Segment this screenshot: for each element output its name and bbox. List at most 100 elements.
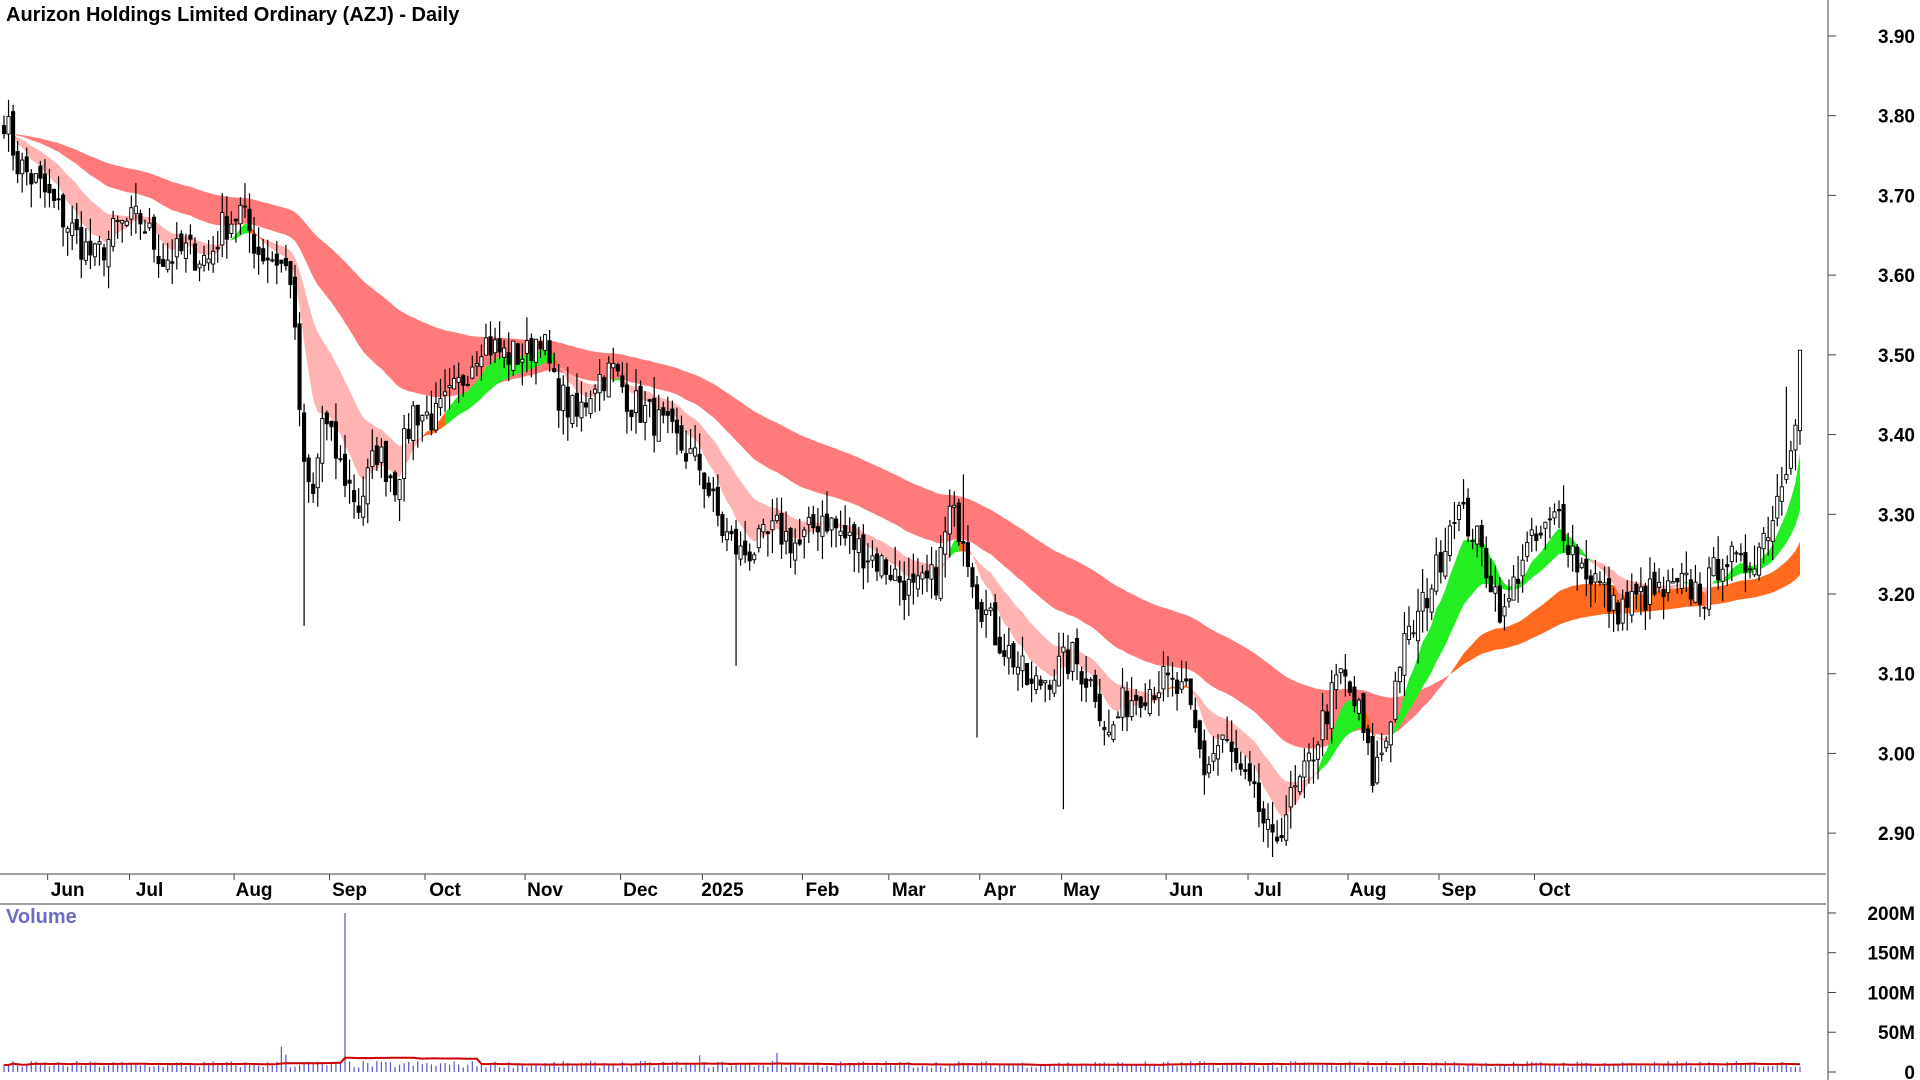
candle-body (1725, 564, 1730, 568)
candle-body (947, 505, 952, 535)
candle-body (747, 551, 752, 562)
candle-body (724, 531, 729, 541)
y-tick-label: 3.30 (1878, 505, 1915, 526)
candle-body (652, 397, 657, 436)
candle-body (70, 222, 75, 236)
candle-body (1006, 645, 1011, 659)
candle-body (429, 413, 434, 431)
candle-body (1238, 763, 1243, 770)
short-ma-band (422, 413, 445, 438)
candle-body (165, 259, 170, 270)
candle-body (1670, 581, 1675, 584)
candle-body (406, 428, 411, 440)
candle-body (934, 567, 939, 596)
candle-body (1193, 709, 1198, 729)
candle-body (1593, 573, 1598, 583)
candle-body (38, 165, 43, 179)
vol-tick-label: 150M (1867, 944, 1915, 965)
candle-body (1734, 552, 1739, 555)
candle-body (1775, 495, 1780, 519)
candle-body (74, 218, 79, 231)
candle-body (397, 479, 402, 500)
candle-body (602, 377, 607, 392)
candle-body (111, 218, 116, 247)
candle-body (1138, 696, 1143, 708)
candle-body (1625, 591, 1630, 608)
candle-body (1347, 681, 1352, 693)
candle-body (538, 341, 543, 350)
candle-body (1361, 693, 1366, 733)
candle-body (333, 421, 338, 459)
candle-body (392, 472, 398, 496)
candle-body (229, 223, 234, 235)
x-tick-label: Sep (332, 880, 367, 901)
candle-body (161, 258, 166, 267)
y-tick-label: 3.00 (1878, 744, 1915, 765)
candle-body (65, 228, 70, 233)
candle-body (15, 151, 20, 175)
candle-body (324, 412, 329, 425)
candle-body (1656, 581, 1662, 588)
candle-body (1443, 550, 1448, 577)
candle-body (101, 247, 107, 261)
candle-body (638, 385, 643, 423)
candle-body (552, 368, 557, 373)
candle-body (1488, 575, 1493, 593)
candle-body (188, 234, 193, 240)
y-tick-label: 3.10 (1878, 665, 1915, 686)
candle-body (1197, 720, 1202, 750)
candle-body (1547, 518, 1552, 521)
candle-body (1484, 548, 1489, 579)
candle-body (624, 384, 629, 412)
candle-body (51, 188, 57, 201)
candle-body (993, 602, 998, 646)
candle-body (233, 218, 238, 222)
candle-body (1702, 606, 1707, 609)
candle-body (961, 540, 966, 544)
candle-body (202, 254, 207, 266)
candle-body (956, 502, 961, 542)
candle-body (1270, 824, 1275, 833)
candle-body (88, 240, 93, 256)
candle-body (924, 570, 930, 579)
candle-body (1470, 540, 1475, 542)
candle-body (606, 362, 611, 398)
candle-body (1406, 625, 1412, 640)
x-tick-label: Jul (136, 880, 163, 901)
candle-body (388, 475, 393, 479)
candle-body (1234, 747, 1239, 764)
candle-body (402, 428, 407, 480)
candle-body (1388, 721, 1393, 746)
candle-body (288, 261, 293, 286)
candle-body (238, 204, 243, 225)
candle-body (970, 567, 975, 588)
candle-body (79, 226, 84, 260)
candle-body (952, 504, 957, 508)
vol-tick-label: 50M (1878, 1023, 1915, 1044)
candle-body (688, 448, 693, 454)
candle-body (1038, 679, 1043, 686)
candle-body (620, 375, 625, 388)
candle-body (306, 457, 311, 482)
candle-body (1556, 509, 1562, 512)
candle-body (974, 584, 980, 610)
candle-body (633, 390, 639, 414)
candle-body (1688, 579, 1693, 600)
candle-body (1265, 818, 1271, 830)
candle-body (1779, 486, 1784, 502)
y-tick-label: 3.80 (1878, 107, 1915, 128)
candle-body (697, 453, 702, 471)
candle-body (83, 241, 88, 261)
candle-body (1497, 585, 1502, 623)
candle-body (756, 528, 761, 549)
candle-body (1311, 759, 1316, 762)
vol-tick-label: 100M (1867, 983, 1915, 1004)
candle-body (147, 222, 152, 229)
candle-body (797, 539, 802, 545)
candle-body (738, 545, 743, 560)
candle-body (120, 220, 125, 224)
candle-body (897, 575, 902, 583)
candle-body (379, 446, 384, 463)
candle-body (347, 479, 352, 484)
candle-body (1479, 524, 1484, 548)
